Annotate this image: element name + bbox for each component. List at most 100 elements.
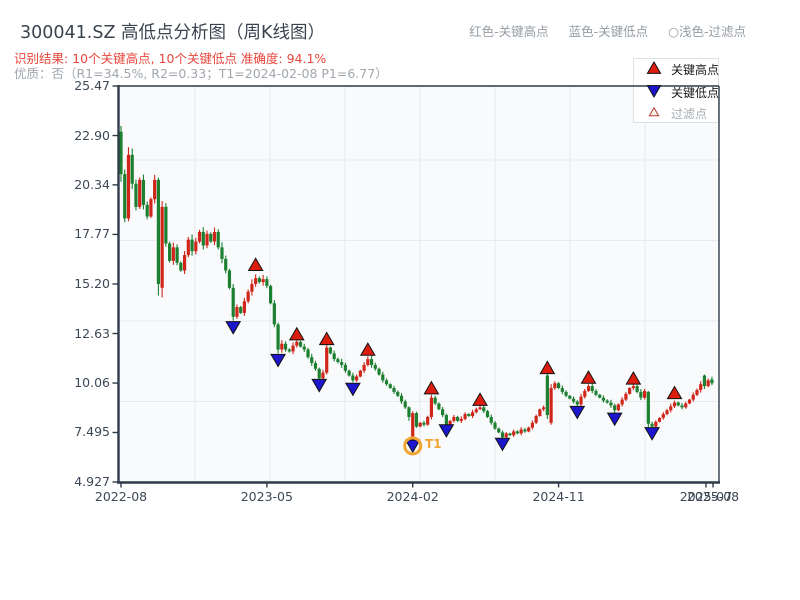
candle-body	[605, 400, 609, 403]
candle-body	[321, 372, 325, 379]
candle-body	[313, 363, 318, 369]
candle-body	[355, 376, 359, 381]
candle-body	[164, 206, 168, 244]
candle-body	[216, 231, 220, 248]
t1-highlight-circle	[403, 436, 423, 456]
candle-body	[302, 346, 306, 350]
y-tick-label: 17.77	[74, 226, 110, 242]
key-low-marker	[311, 378, 328, 393]
candle-body	[560, 388, 564, 392]
candle-body	[583, 390, 587, 397]
legend-label-key-high: 关键高点	[671, 63, 720, 77]
candle-body	[254, 278, 258, 284]
candle-body	[470, 412, 475, 417]
quality-summary-text: 优质：否（R1=34.5%, R2=0.33；T1=2024-02-08 P1=…	[14, 66, 388, 81]
candle-body	[624, 393, 628, 400]
candle-body	[224, 258, 228, 271]
candle-body	[654, 421, 658, 427]
candle-body	[381, 374, 385, 381]
candle-body	[706, 380, 710, 387]
candle-body	[194, 241, 198, 252]
candle-body	[126, 154, 131, 219]
candle-body	[411, 413, 415, 444]
candle-body	[538, 409, 542, 417]
candle-body	[613, 405, 617, 411]
legend-filtered-icon	[648, 106, 660, 117]
key-high-marker	[359, 342, 376, 356]
candle-body	[418, 422, 422, 427]
candle-body	[527, 427, 531, 432]
key-high-marker	[625, 371, 642, 385]
candle-body	[231, 287, 235, 317]
candle-body	[119, 131, 123, 175]
candle-body	[392, 388, 396, 392]
legend-key-high-icon	[646, 61, 662, 74]
candle-body	[201, 231, 205, 246]
candle-body	[265, 279, 269, 286]
legend-key-low-icon	[646, 85, 662, 98]
candle-body	[598, 394, 602, 398]
candle-body	[145, 204, 149, 217]
candle-body	[358, 370, 362, 377]
candle-body	[197, 231, 202, 242]
candle-body	[369, 359, 374, 365]
x-tick-label: 2022-08	[94, 489, 148, 504]
candle-body	[295, 341, 299, 346]
x-tick-label: 2024-11	[532, 489, 585, 504]
candle-body	[467, 414, 471, 417]
candle-body	[459, 418, 463, 421]
candle-body	[691, 394, 695, 400]
key-low-marker	[344, 382, 361, 397]
key-low-marker	[494, 437, 511, 452]
candle-body	[407, 407, 411, 417]
candle-body	[710, 379, 714, 384]
candle-body	[515, 431, 520, 434]
y-tick-label: 20.34	[74, 176, 110, 192]
candle-body	[601, 397, 606, 401]
key-high-marker	[288, 326, 305, 341]
candle-body	[328, 347, 333, 354]
key-low-marker	[438, 424, 455, 438]
candle-body	[343, 364, 347, 371]
candle-body	[227, 270, 232, 288]
candle-body	[534, 416, 538, 423]
candle-body	[628, 388, 632, 394]
candle-body	[684, 403, 688, 408]
candle-body	[291, 345, 295, 352]
key-high-marker	[539, 360, 556, 375]
candle-body	[571, 398, 576, 402]
candle-body	[377, 368, 381, 375]
candle-body	[123, 174, 127, 219]
y-tick-label: 12.63	[74, 325, 110, 341]
key-high-marker	[580, 370, 597, 384]
candle-body	[493, 422, 497, 429]
candle-body	[403, 401, 407, 408]
candle-body	[504, 433, 508, 438]
candle-body	[205, 233, 209, 246]
candle-body	[336, 359, 340, 363]
candle-body	[373, 364, 377, 369]
candle-body	[384, 380, 389, 385]
candle-body	[568, 395, 572, 399]
candle-body	[160, 206, 164, 288]
candle-body	[452, 416, 456, 421]
candle-body	[676, 402, 680, 406]
candle-body	[283, 343, 288, 350]
candle-body	[209, 233, 213, 242]
plot-background	[118, 86, 719, 482]
candle-body	[702, 375, 707, 387]
page-title: 300041.SZ 高低点分析图（周K线图）	[20, 23, 326, 43]
candle-body	[665, 410, 669, 415]
candle-body	[153, 179, 157, 200]
candle-body	[650, 423, 654, 427]
candle-body	[553, 383, 557, 389]
candle-body	[519, 429, 523, 434]
candle-body	[530, 422, 534, 428]
candle-body	[134, 183, 138, 207]
candle-body	[523, 429, 527, 432]
candle-body	[437, 403, 441, 410]
candle-body	[156, 179, 160, 284]
candle-body	[635, 386, 639, 392]
candle-body	[242, 301, 247, 313]
